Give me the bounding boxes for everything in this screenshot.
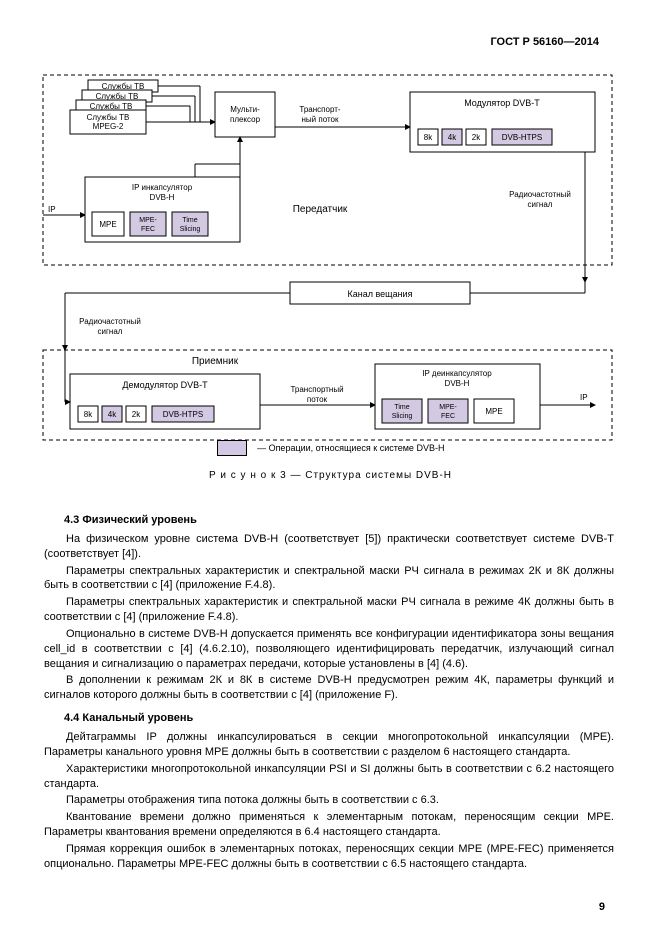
svg-text:MPE-: MPE- [139, 217, 157, 224]
svg-text:Slicing: Slicing [180, 226, 201, 233]
tv-services-group: Службы ТВ Службы ТВ Службы ТВ Службы ТВ … [70, 80, 158, 134]
svg-text:сигнал: сигнал [98, 327, 123, 336]
svg-text:2k: 2k [472, 133, 481, 142]
para: Параметры спектральных характеристик и с… [44, 595, 614, 625]
svg-text:FEC: FEC [141, 226, 155, 233]
svg-text:IP инкапсулятор: IP инкапсулятор [132, 183, 193, 192]
heading-4-3: 4.3 Физический уровень [64, 513, 614, 528]
body-text: 4.3 Физический уровень На физическом уро… [44, 505, 614, 874]
svg-text:MPE: MPE [485, 407, 502, 416]
legend: — Операции, относящиеся к системе DVB-H [0, 440, 661, 456]
svg-text:MPE: MPE [99, 220, 116, 229]
svg-text:Службы ТВ: Службы ТВ [87, 113, 130, 122]
heading-4-4: 4.4 Канальный уровень [64, 711, 614, 726]
demod-label: Демодулятор DVB-T [122, 380, 208, 390]
svg-text:Мульти-: Мульти- [230, 105, 260, 114]
svg-text:4k: 4k [448, 133, 457, 142]
svg-text:сигнал: сигнал [528, 200, 553, 209]
svg-text:DVB-HTPS: DVB-HTPS [163, 410, 203, 419]
transmitter-label: Передатчик [293, 204, 348, 215]
svg-text:DVB-H: DVB-H [445, 379, 470, 388]
ip-out-label: IP [580, 393, 588, 402]
svg-text:ный поток: ный поток [302, 115, 339, 124]
svg-text:MPE-: MPE- [439, 404, 457, 411]
svg-text:Радиочастотный: Радиочастотный [79, 317, 141, 326]
svg-text:плексор: плексор [230, 115, 261, 124]
svg-text:DVB-H: DVB-H [150, 193, 175, 202]
svg-text:Time: Time [394, 404, 409, 411]
svg-text:8k: 8k [84, 410, 93, 419]
ip-in-label: IP [48, 205, 56, 214]
svg-text:MPEG-2: MPEG-2 [93, 122, 124, 131]
broadcast-channel-label: Канал вещания [348, 289, 413, 299]
dvbh-diagram: Службы ТВ Службы ТВ Службы ТВ Службы ТВ … [40, 72, 615, 442]
gost-header: ГОСТ Р 56160—2014 [490, 36, 599, 48]
svg-text:Транспортный: Транспортный [290, 385, 343, 394]
svg-text:Транспорт-: Транспорт- [299, 105, 340, 114]
svg-text:DVB-HTPS: DVB-HTPS [502, 133, 542, 142]
legend-swatch [217, 440, 247, 456]
svg-text:FEC: FEC [441, 413, 455, 420]
svg-text:Slicing: Slicing [392, 413, 413, 420]
para: На физическом уровне система DVB-H (соот… [44, 532, 614, 562]
svg-text:Time: Time [182, 217, 197, 224]
svg-text:поток: поток [307, 395, 328, 404]
figure-caption: Р и с у н о к 3 — Структура системы DVB-… [0, 470, 661, 481]
receiver-label: Приемник [192, 356, 239, 367]
svg-text:4k: 4k [108, 410, 117, 419]
svg-text:8k: 8k [424, 133, 433, 142]
svg-text:2k: 2k [132, 410, 141, 419]
svg-text:Радиочастотный: Радиочастотный [509, 190, 571, 199]
modulator-label: Модулятор DVB-T [464, 98, 540, 108]
legend-text: — Операции, относящиеся к системе DVB-H [257, 443, 444, 453]
para: Дейтаграммы IP должны инкапсулироваться … [44, 730, 614, 760]
para: Параметры спектральных характеристик и с… [44, 564, 614, 594]
page-number: 9 [599, 901, 605, 913]
page: ГОСТ Р 56160—2014 Службы ТВ Службы ТВ Сл… [0, 0, 661, 935]
para: В дополнении к режимам 2К и 8К в системе… [44, 673, 614, 703]
para: Квантование времени должно применяться к… [44, 810, 614, 840]
para: Прямая коррекция ошибок в элементарных п… [44, 842, 614, 872]
svg-text:IP деинкапсулятор: IP деинкапсулятор [422, 369, 492, 378]
para: Характеристики многопротокольной инкапсу… [44, 762, 614, 792]
para: Опционально в системе DVB-H допускается … [44, 627, 614, 672]
para: Параметры отображения типа потока должны… [44, 793, 614, 808]
